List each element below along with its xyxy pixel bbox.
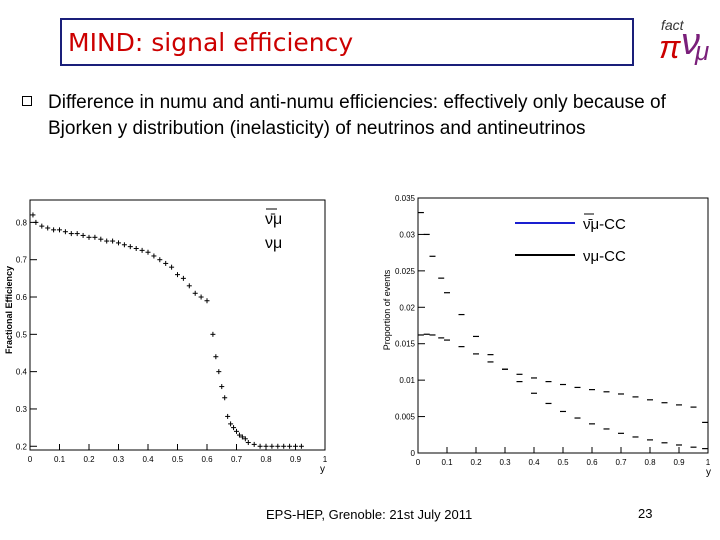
- right-y-label: Proportion of events: [382, 269, 392, 350]
- right-y-tick-label: 0.005: [395, 413, 416, 422]
- right-x-tick-label: 0.1: [441, 458, 453, 467]
- proportion-chart: Proportion of events y 0 0.1 0.2 0.3 0.4 0.5 0…: [382, 194, 711, 478]
- left-x-tick-label: 0.2: [83, 455, 95, 464]
- left-y-tick-label: 0.5: [16, 330, 28, 339]
- right-x-tick-label: 0.3: [499, 458, 511, 467]
- left-x-tick-label: 0.9: [290, 455, 302, 464]
- right-y-tick-label: 0: [411, 449, 416, 458]
- logo-text: fact: [661, 17, 685, 33]
- right-y-tick-label: 0.03: [399, 230, 415, 239]
- right-y-tick-label: 0.02: [399, 303, 415, 312]
- left-y-tick-label: 0.6: [16, 293, 28, 302]
- left-x-tick-label: 0: [28, 455, 33, 464]
- right-x-tick-label: 0.4: [528, 458, 540, 467]
- right-plot-frame: [417, 197, 709, 454]
- slide-title: MIND: signal efficiency: [68, 28, 354, 57]
- left-legend-nu: νμ: [265, 235, 282, 252]
- bullet-marker: [22, 96, 32, 106]
- right-x-tick-label: 1: [706, 458, 711, 467]
- left-x-tick-label: 0.3: [113, 455, 125, 464]
- left-y-label: Fractional Efficiency: [4, 266, 14, 354]
- left-y-tick-label: 0.4: [16, 368, 28, 377]
- right-x-tick-label: 0: [416, 458, 421, 467]
- right-x-tick-label: 0.2: [470, 458, 482, 467]
- left-y-tick-label: 0.7: [16, 256, 28, 265]
- right-x-tick-label: 0.9: [673, 458, 685, 467]
- right-x-label: y: [706, 467, 711, 478]
- left-x-tick-label: 0.5: [172, 455, 184, 464]
- right-x-tick-label: 0.8: [644, 458, 656, 467]
- logo-mu: μ: [694, 36, 709, 66]
- right-x-tick-label: 0.5: [557, 458, 569, 467]
- right-y-tick-label: 0.01: [399, 376, 415, 385]
- nufact-logo: fact π ν μ: [659, 17, 709, 66]
- right-y-tick-label: 0.035: [395, 194, 416, 203]
- right-x-tick-label: 0.6: [586, 458, 598, 467]
- right-y-tick-label: 0.025: [395, 267, 416, 276]
- left-y-tick-label: 0.2: [16, 442, 28, 451]
- legend-nu-label: νμ-CC: [583, 248, 626, 265]
- efficiency-chart: Fractional Efficiency y 0 0.1 0.2 0.3 0.4 0.5…: [4, 199, 328, 475]
- right-y-tick-label: 0.015: [395, 340, 416, 349]
- left-x-tick-label: 0.6: [201, 455, 213, 464]
- left-x-tick-label: 0.1: [54, 455, 66, 464]
- left-y-tick-label: 0.8: [16, 218, 28, 227]
- logo-nu: ν: [681, 21, 700, 63]
- footer-text: EPS-HEP, Grenoble: 21st July 2011: [266, 507, 473, 522]
- left-x-tick-label: 0.8: [260, 455, 272, 464]
- logo-pi: π: [659, 29, 681, 65]
- left-legend-antinu: ν̄μ: [265, 211, 282, 228]
- left-x-tick-label: 0.4: [142, 455, 154, 464]
- title-frame: [60, 18, 634, 66]
- left-x-tick-label: 1: [323, 455, 328, 464]
- right-x-tick-label: 0.7: [615, 458, 627, 467]
- legend-antinu-label: ν̄μ-CC: [583, 216, 626, 233]
- left-x-tick-label: 0.7: [231, 455, 243, 464]
- left-y-tick-label: 0.3: [16, 405, 28, 414]
- page-number: 23: [638, 506, 653, 521]
- bullet-text: Difference in numu and anti-numu efficie…: [48, 92, 666, 139]
- left-x-label: y: [320, 464, 325, 475]
